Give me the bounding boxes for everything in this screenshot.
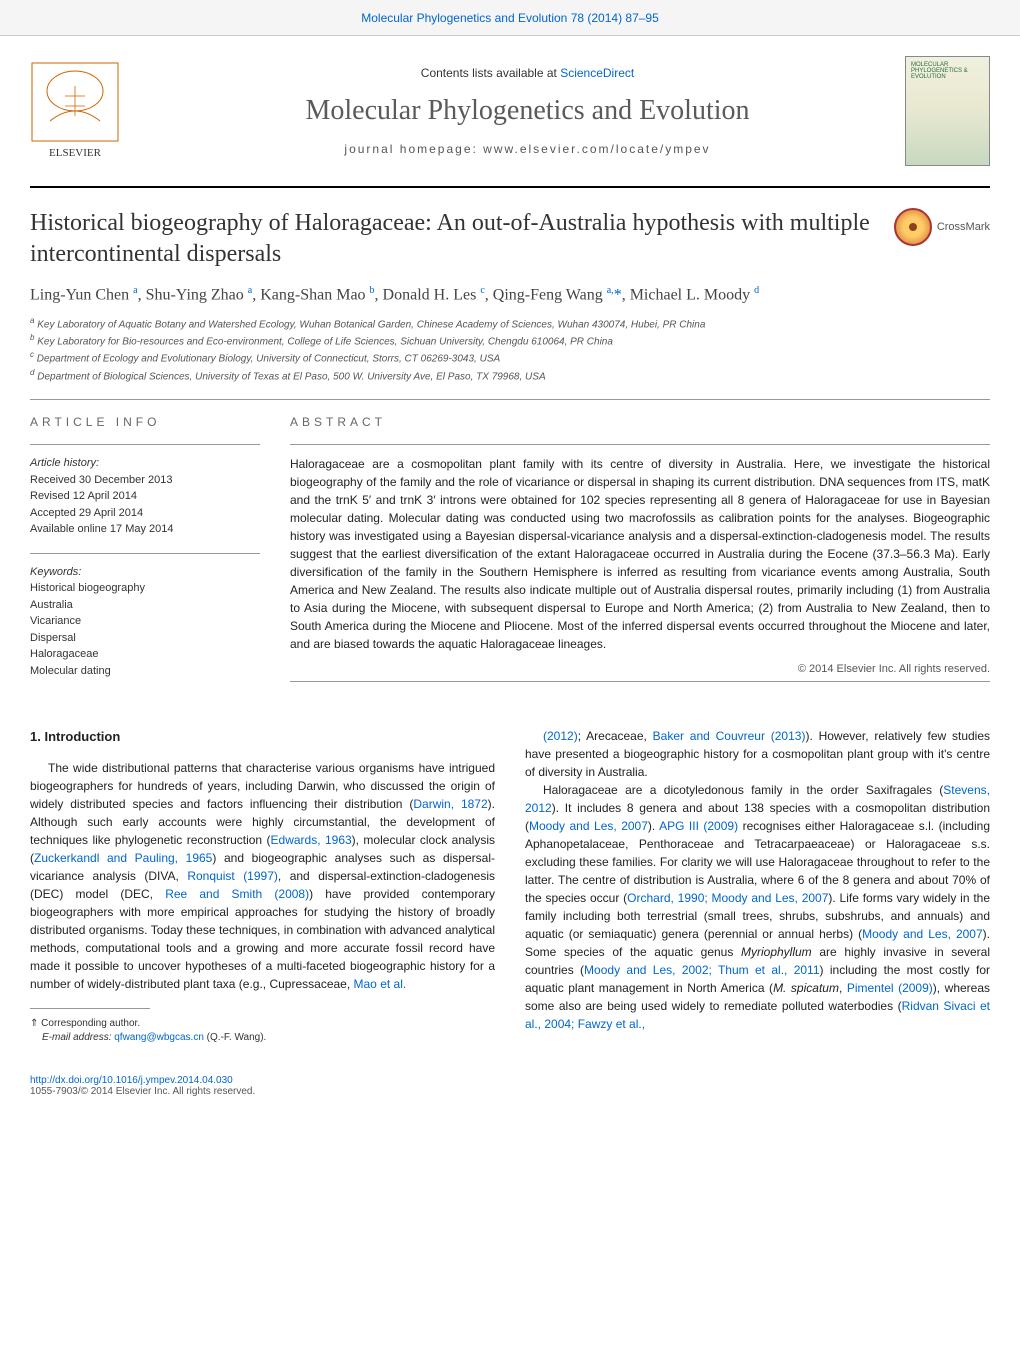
body-column-left: 1. Introduction The wide distributional … [30,727,495,1045]
keywords-label: Keywords: [30,566,81,578]
masthead: ELSEVIER Contents lists available at Sci… [0,36,1020,186]
crossmark-badge[interactable]: CrossMark [894,208,990,246]
body-columns: 1. Introduction The wide distributional … [0,707,1020,1065]
email-link[interactable]: qfwang@wbgcas.cn [114,1032,204,1043]
history-online: Available online 17 May 2014 [30,523,174,535]
issn-line: 1055-7903/© 2014 Elsevier Inc. All right… [30,1086,255,1097]
article-info-rule [30,444,260,445]
affiliation-d: d Department of Biological Sciences, Uni… [30,367,990,384]
keyword-1: Australia [30,599,73,611]
footnote-separator [30,1008,150,1009]
affiliation-b: b Key Laboratory for Bio-resources and E… [30,332,990,349]
article-title: Historical biogeography of Haloragaceae:… [30,208,990,270]
abstract-rule [290,444,990,445]
intro-heading: 1. Introduction [30,727,495,747]
history-label: Article history: [30,457,99,469]
article-history: Article history: Received 30 December 20… [30,455,260,538]
affiliation-a: a Key Laboratory of Aquatic Botany and W… [30,315,990,332]
keyword-3: Dispersal [30,632,76,644]
footer-meta: http://dx.doi.org/10.1016/j.ympev.2014.0… [0,1065,1020,1117]
journal-cover-text: MOLECULAR PHYLOGENETICS & EVOLUTION [911,62,989,80]
article-info-column: ARTICLE INFO Article history: Received 3… [30,415,260,692]
author-list: Ling-Yun Chen a, Shu-Ying Zhao a, Kang-S… [0,285,1020,314]
affiliation-c: c Department of Ecology and Evolutionary… [30,349,990,366]
keyword-4: Haloragaceae [30,648,99,660]
crossmark-label: CrossMark [937,221,990,233]
intro-paragraph-2: (2012); Arecaceae, Baker and Couvreur (2… [525,727,990,1033]
doi-link[interactable]: http://dx.doi.org/10.1016/j.ympev.2014.0… [30,1075,233,1086]
body-column-right: (2012); Arecaceae, Baker and Couvreur (2… [525,727,990,1045]
history-received: Received 30 December 2013 [30,474,172,486]
sciencedirect-link[interactable]: ScienceDirect [560,66,634,80]
abstract-bottom-rule [290,681,990,682]
journal-cover-thumbnail: MOLECULAR PHYLOGENETICS & EVOLUTION [905,56,990,166]
keyword-5: Molecular dating [30,665,111,677]
crossmark-icon [894,208,932,246]
email-suffix: (Q.-F. Wang). [204,1032,266,1043]
article-header: Historical biogeography of Haloragaceae:… [0,188,1020,285]
journal-title: Molecular Phylogenetics and Evolution [150,95,905,127]
history-revised: Revised 12 April 2014 [30,490,137,502]
abstract-text: Haloragaceae are a cosmopolitan plant fa… [290,455,990,653]
corresponding-author-note: ⇑ Corresponding author. E-mail address: … [30,1017,495,1045]
keywords-block: Keywords: Historical biogeography Austra… [30,564,260,680]
corresponding-label: ⇑ Corresponding author. [30,1018,140,1029]
elsevier-logo: ELSEVIER [30,61,120,161]
header-citation-link[interactable]: Molecular Phylogenetics and Evolution 78… [361,11,659,25]
keywords-rule [30,553,260,554]
keyword-2: Vicariance [30,615,81,627]
info-abstract-row: ARTICLE INFO Article history: Received 3… [0,400,1020,707]
contents-prefix: Contents lists available at [421,66,560,80]
email-prefix: E-mail address: [42,1032,114,1043]
header-citation-bar: Molecular Phylogenetics and Evolution 78… [0,0,1020,36]
abstract-label: ABSTRACT [290,415,990,434]
article-info-label: ARTICLE INFO [30,415,260,434]
keyword-0: Historical biogeography [30,582,145,594]
contents-listing: Contents lists available at ScienceDirec… [150,66,905,80]
copyright-line: © 2014 Elsevier Inc. All rights reserved… [290,663,990,675]
svg-text:ELSEVIER: ELSEVIER [49,147,102,159]
history-accepted: Accepted 29 April 2014 [30,507,143,519]
masthead-center: Contents lists available at ScienceDirec… [150,66,905,156]
abstract-column: ABSTRACT Haloragaceae are a cosmopolitan… [290,415,990,692]
affiliations: a Key Laboratory of Aquatic Botany and W… [0,315,1020,399]
journal-homepage: journal homepage: www.elsevier.com/locat… [150,142,905,156]
intro-paragraph-1: The wide distributional patterns that ch… [30,759,495,993]
